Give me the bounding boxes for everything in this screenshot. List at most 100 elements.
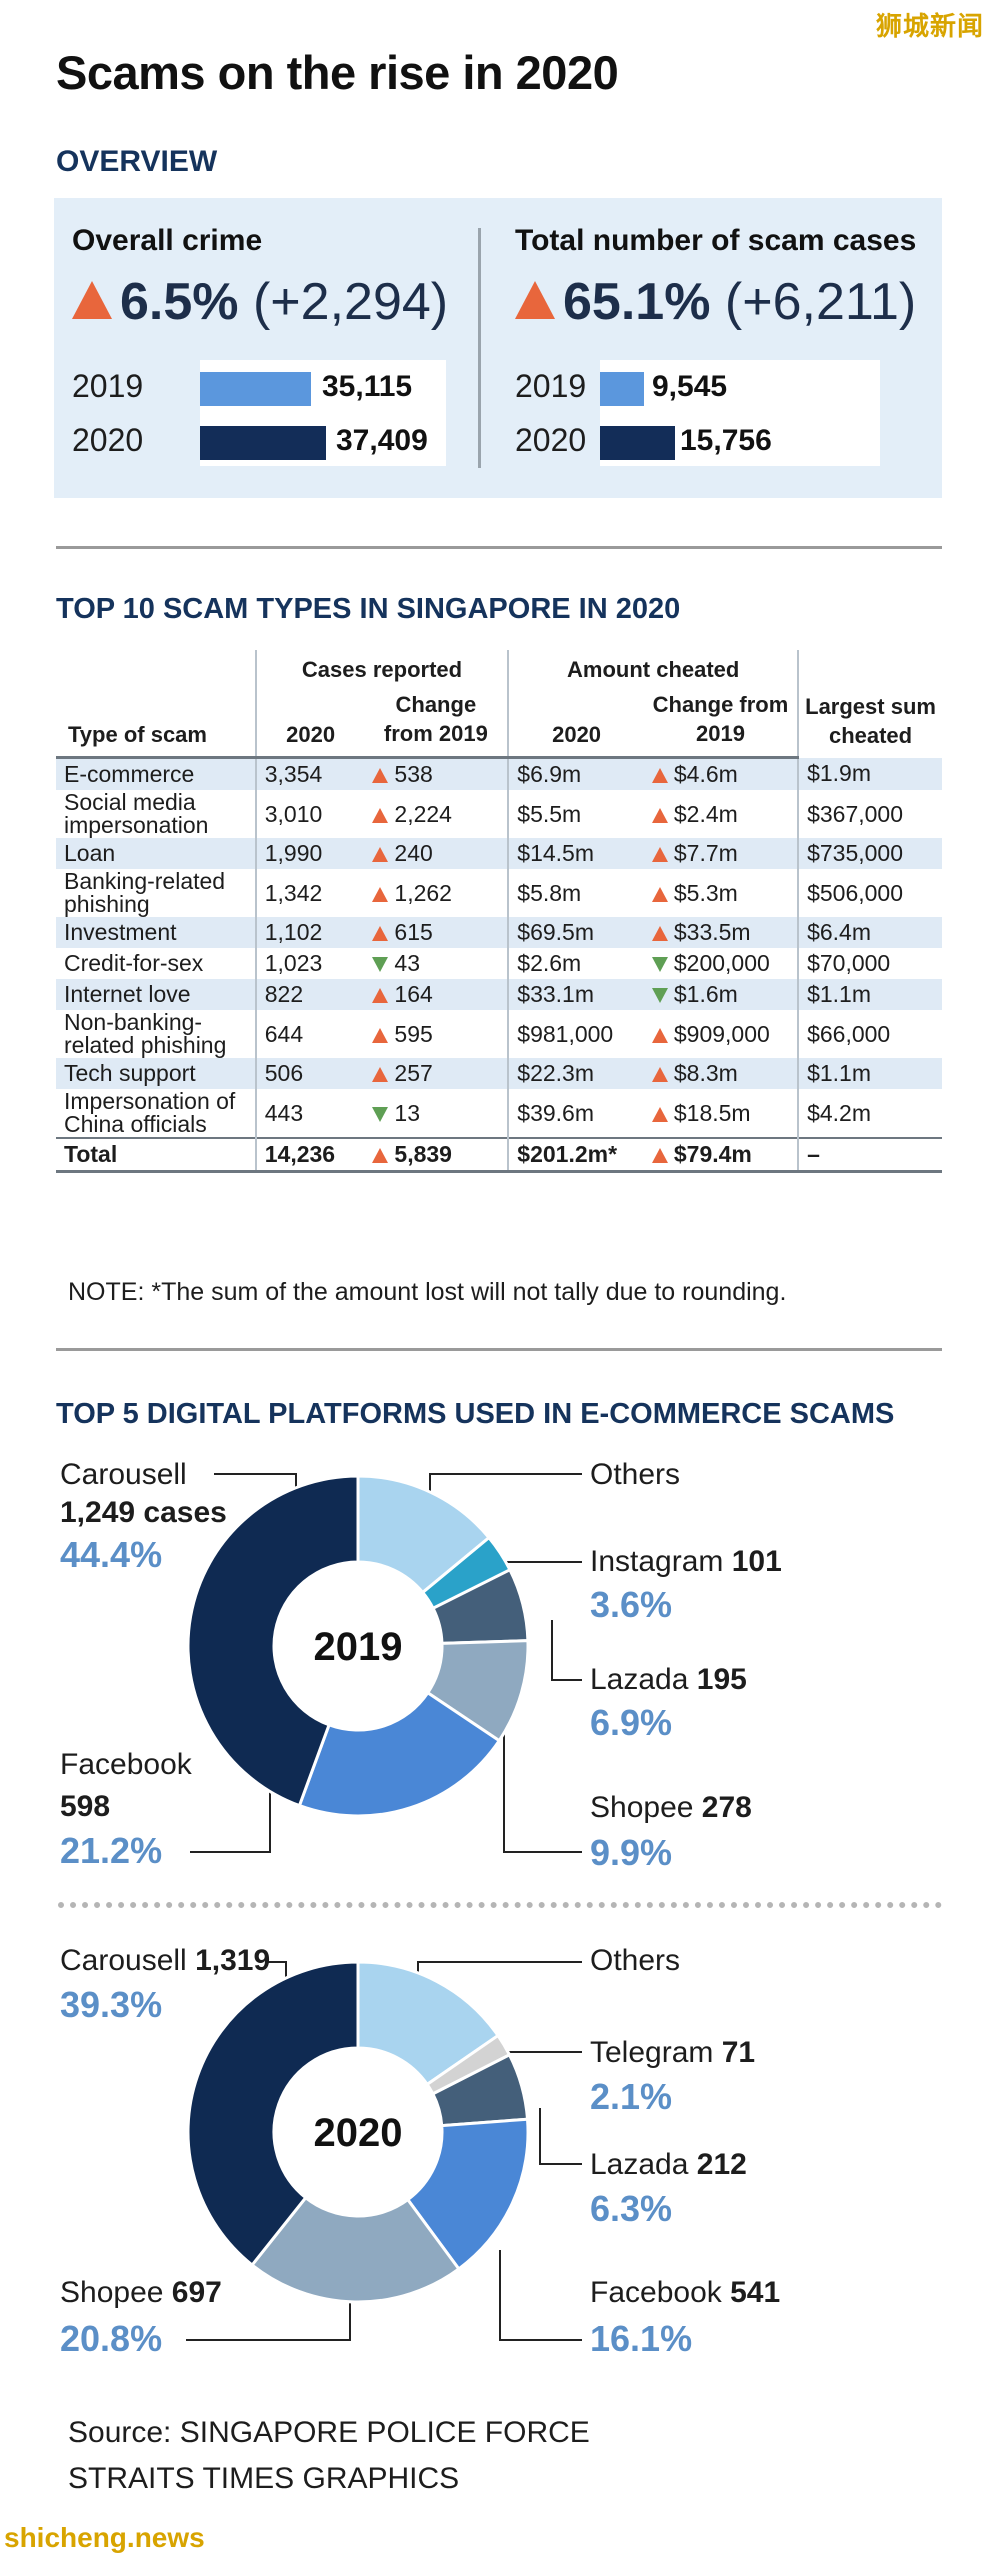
group-amount-header: Amount cheated: [507, 650, 799, 690]
label-facebook-2020: Facebook 541: [590, 2276, 781, 2309]
pct-facebook-2019: 21.2%: [60, 1830, 163, 1871]
up-arrow-icon: [372, 1067, 389, 1083]
bar-value: 35,115: [322, 370, 413, 403]
cell-cases: 822: [254, 979, 365, 1010]
overall-crime-pct: 6.5%: [120, 273, 239, 331]
cell-type: Banking-related phishing: [64, 868, 226, 917]
slice-others: [356, 1960, 501, 2087]
cell-amount: $39.6m: [507, 1089, 644, 1138]
cell-amount-change: $909,000: [644, 1010, 798, 1058]
label-instagram-2019: Instagram 101: [590, 1545, 782, 1578]
table-row: Banking-related phishing 1,342 1,262 $5.8m $…: [56, 869, 942, 917]
cell-cases: 1,102: [254, 917, 365, 948]
down-arrow-icon: [372, 1106, 389, 1122]
up-arrow-icon: [372, 1027, 389, 1043]
label-lazada-2020: Lazada 212: [590, 2148, 747, 2181]
cell-cases-change: 615: [364, 917, 509, 948]
up-arrow-icon: [651, 886, 668, 902]
cell-cases: 3,010: [254, 790, 365, 838]
up-arrow-icon: [651, 847, 668, 863]
cell-type: Internet love: [56, 979, 256, 1010]
pct-lazada-2020: 6.3%: [590, 2188, 673, 2229]
cell-cases: 1,342: [254, 869, 365, 917]
cell-largest: $6.4m: [797, 917, 942, 948]
up-arrow-icon: [372, 807, 389, 823]
up-arrow-icon: [372, 768, 389, 784]
year-label: 2019: [515, 368, 587, 404]
up-arrow-icon: [651, 926, 668, 942]
cell-amount-change: $18.5m: [644, 1089, 798, 1138]
cell-amount: $14.5m: [507, 838, 644, 869]
largest-header: Largest sum cheated: [797, 650, 942, 758]
amount-2020-header: 2020: [507, 690, 644, 759]
cell-cases: 14,236: [254, 1137, 365, 1173]
cell-cases: 506: [254, 1058, 365, 1089]
scam-cases-delta: (+6,211): [724, 273, 917, 331]
overview-label: OVERVIEW: [56, 145, 218, 178]
up-arrow-icon: [651, 1148, 668, 1164]
scam-bar-2020: [600, 426, 675, 460]
cell-cases-change: 240: [364, 838, 509, 869]
label-shopee-2019: Shopee 278: [590, 1791, 752, 1824]
cell-amount: $69.5m: [507, 917, 644, 948]
table-title: TOP 10 SCAM TYPES IN SINGAPORE IN 2020: [56, 593, 681, 625]
scam-cases-heading: Total number of scam cases: [515, 224, 917, 257]
overall-crime-delta: (+2,294): [252, 273, 449, 331]
cell-largest: $735,000: [797, 838, 942, 869]
group-cases-header: Cases reported: [254, 650, 509, 690]
table-row: Social media impersonation 3,010 2,224 $5.5…: [56, 790, 942, 838]
table-total-row: Total 14,236 5,839 $201.2m* $79.4m –: [56, 1137, 942, 1173]
cell-cases-change: 5,839: [364, 1137, 509, 1173]
up-arrow-icon: [515, 281, 555, 319]
cases-change-header: Change from 2019: [364, 690, 509, 759]
table-row: E-commerce 3,354 538 $6.9m $4.6m $1.9m: [56, 757, 942, 790]
cell-type: Non-banking-related phishing: [64, 1009, 227, 1058]
bar-value: 9,545: [652, 370, 728, 403]
source-line-1: Source: SINGAPORE POLICE FORCE: [68, 2416, 590, 2449]
cell-amount-change: $79.4m: [643, 1137, 799, 1173]
cell-cases-change: 595: [364, 1010, 508, 1058]
table-row: Internet love 822 164 $33.1m $1.6m $1.1m: [56, 979, 942, 1010]
label-facebook-2019: Facebook: [60, 1748, 192, 1781]
scam-types-table: Cases reported Amount cheated Largest su…: [56, 650, 942, 1173]
cell-type: Loan: [56, 838, 256, 869]
year-label: 2019: [72, 368, 144, 404]
down-arrow-icon: [651, 988, 668, 1004]
page-title: Scams on the rise in 2020: [56, 46, 619, 99]
pct-shopee-2019: 9.9%: [590, 1832, 673, 1873]
cell-amount-change: $200,000: [644, 948, 798, 979]
scam-bar-2019: [600, 372, 644, 406]
cell-amount-change: $33.5m: [643, 917, 799, 948]
cell-largest: $506,000: [797, 869, 942, 917]
cases-2020-header: 2020: [254, 690, 365, 759]
label-lazada-2019: Lazada 195: [590, 1663, 747, 1696]
up-arrow-icon: [372, 926, 389, 942]
cell-cases: 644: [254, 1010, 365, 1058]
cell-type: Impersonation of China officials: [64, 1088, 236, 1137]
up-arrow-icon: [651, 807, 668, 823]
cell-cases-change: 1,262: [364, 869, 508, 917]
year-label: 2020: [515, 422, 587, 458]
table-row: Impersonation of China officials 443 13 $39…: [56, 1089, 942, 1138]
cell-cases-change: 43: [364, 948, 508, 979]
up-arrow-icon: [372, 1148, 389, 1164]
cell-amount-change: $2.4m: [644, 790, 798, 838]
cell-amount: $201.2m*: [507, 1137, 644, 1173]
bar-value: 37,409: [336, 424, 428, 457]
up-arrow-icon: [651, 768, 668, 784]
pct-lazada-2019: 6.9%: [590, 1702, 673, 1743]
table-row: Tech support 506 257 $22.3m $8.3m $1.1m: [56, 1058, 942, 1089]
cell-amount: $5.5m: [507, 790, 644, 838]
overall-bar-2019: [200, 372, 311, 406]
donut-center-label: 2019: [314, 1625, 403, 1669]
overall-crime-change: 6.5% (+2,294): [72, 272, 448, 332]
pct-shopee-2020: 20.8%: [60, 2318, 163, 2359]
watermark-logo-bottom: shicheng.news: [4, 2522, 205, 2553]
watermark-logo-top: 狮城新闻: [875, 11, 984, 41]
up-arrow-icon: [651, 1067, 668, 1083]
label-carousell-2019: Carousell: [60, 1458, 187, 1491]
chart-title: TOP 5 DIGITAL PLATFORMS USED IN E-COMMER…: [56, 1398, 895, 1430]
up-arrow-icon: [651, 1027, 668, 1043]
section-divider: [56, 1348, 942, 1351]
cell-type: Investment: [56, 917, 256, 948]
